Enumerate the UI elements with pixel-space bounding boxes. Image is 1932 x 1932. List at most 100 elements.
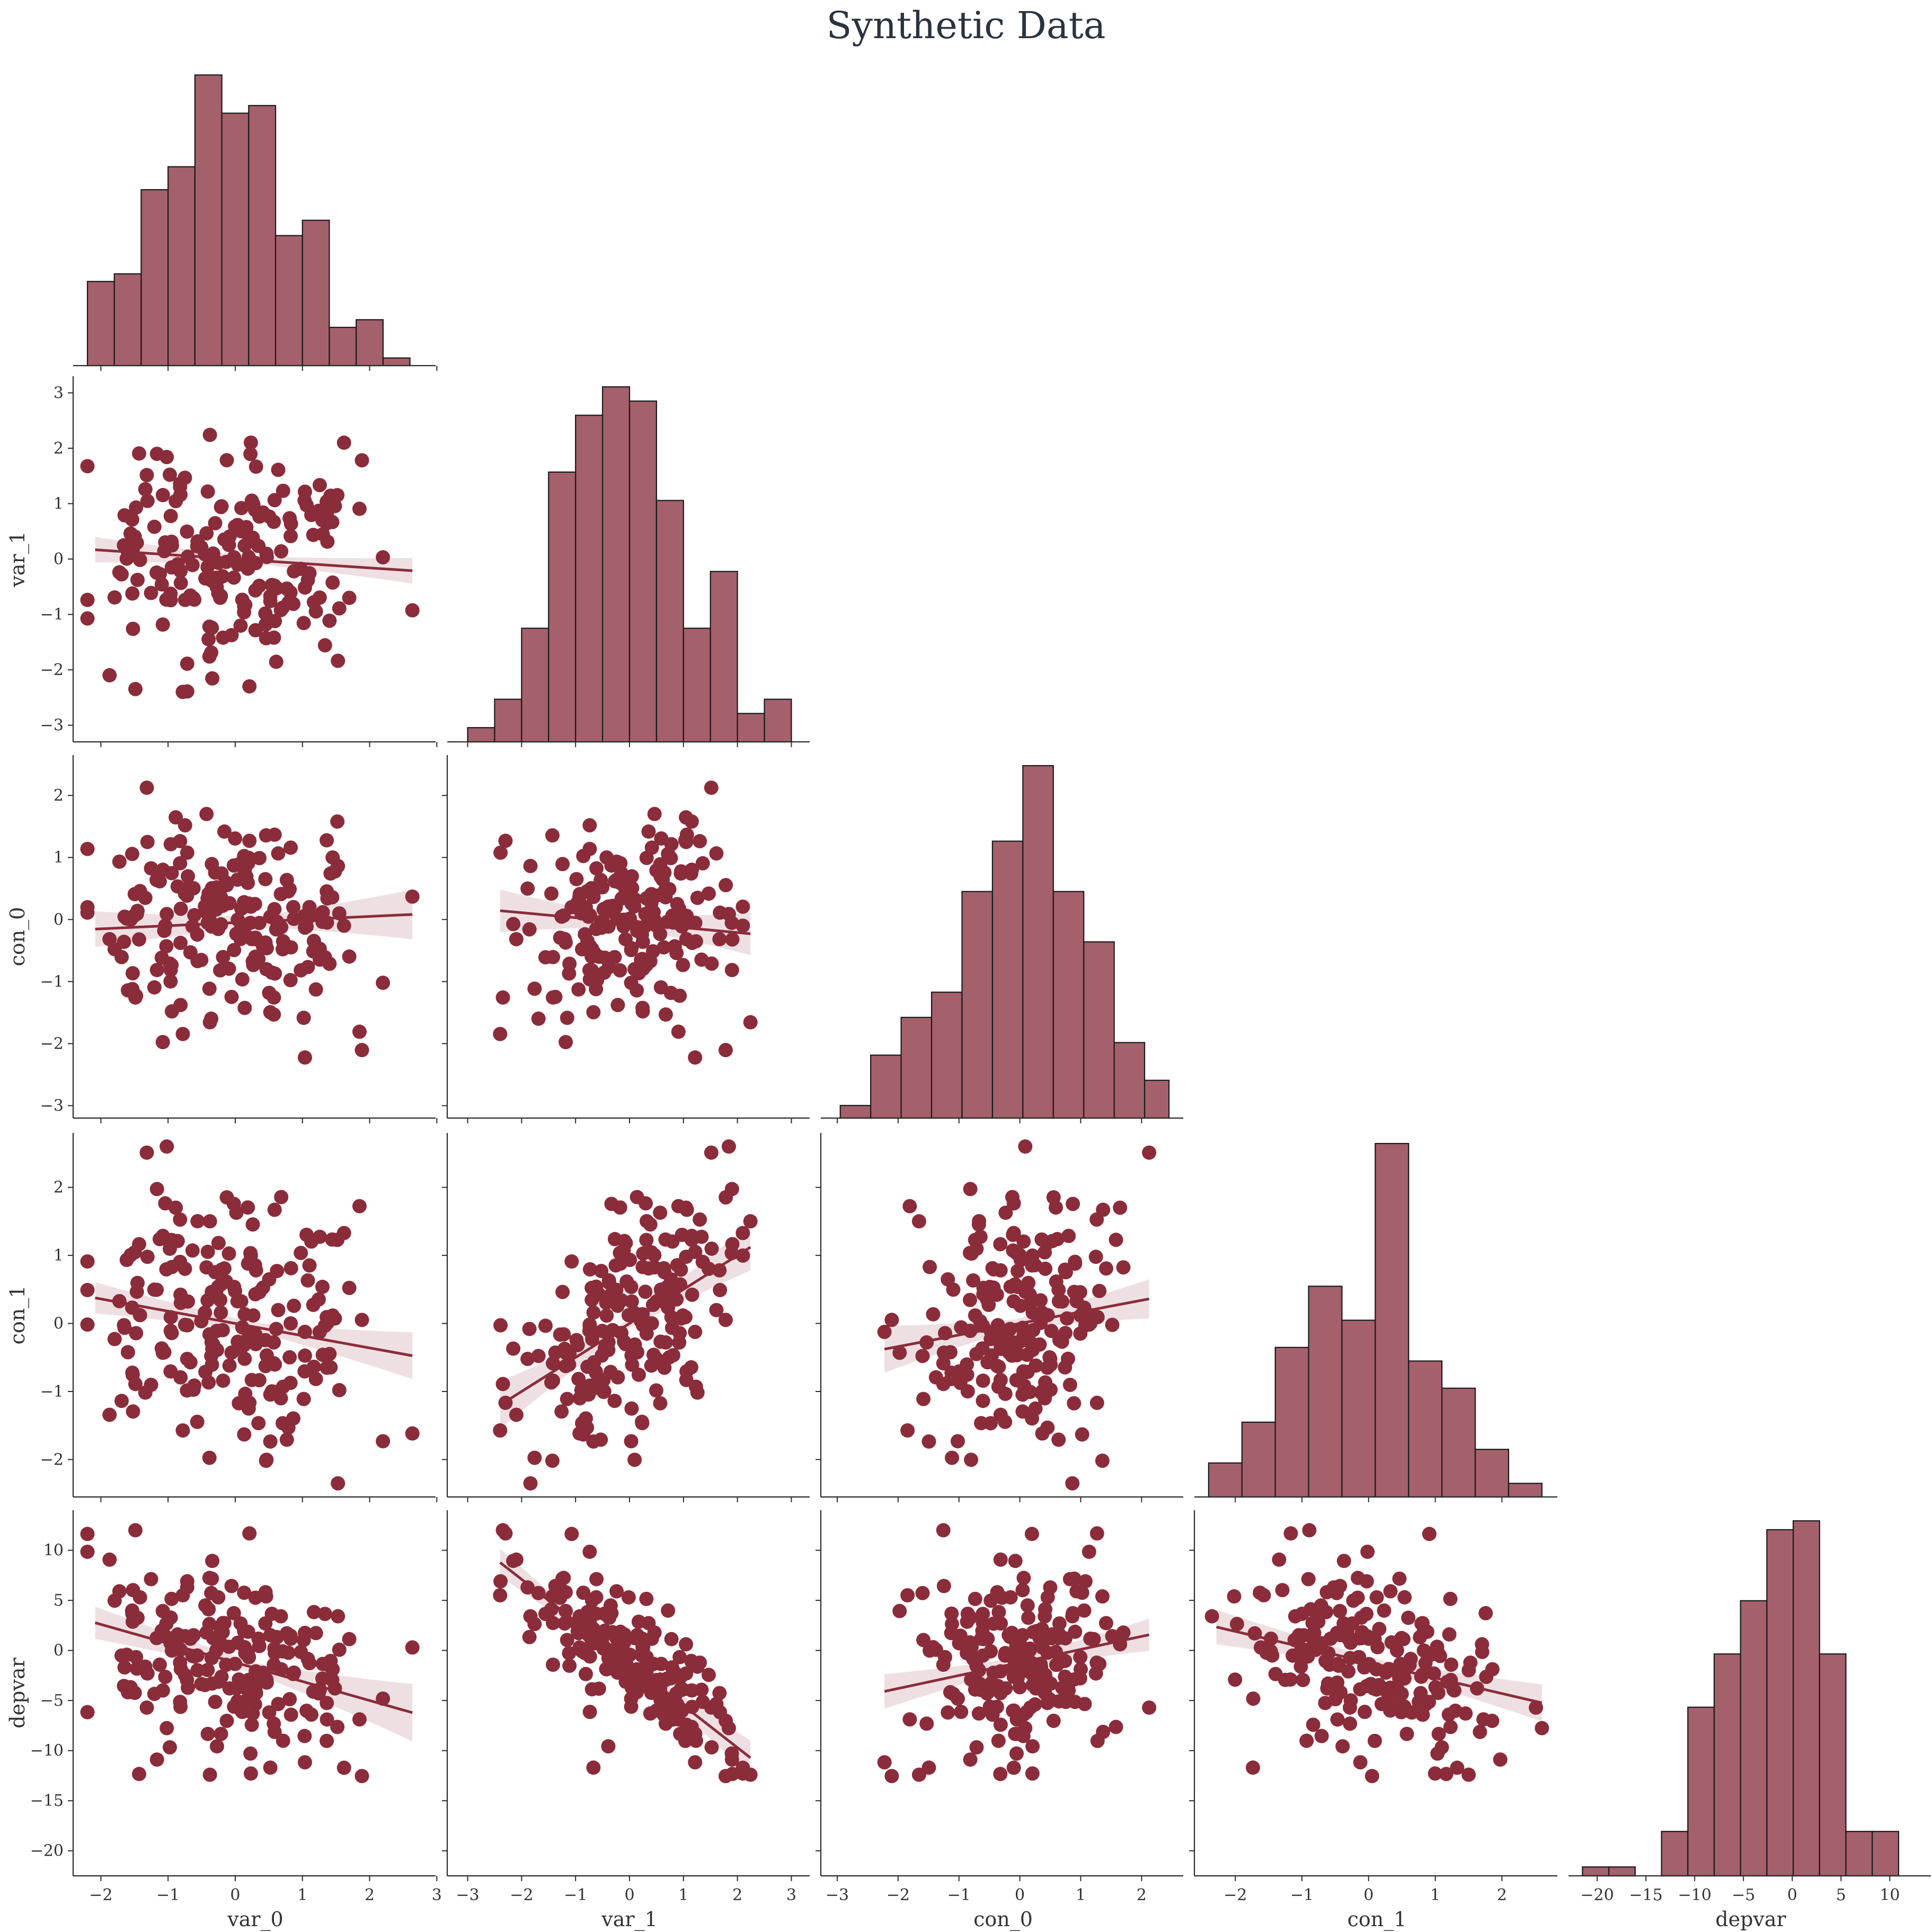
scatter-point xyxy=(1067,1571,1082,1586)
scatter-point xyxy=(607,1394,622,1408)
scatter-point xyxy=(627,899,642,914)
scatter-point xyxy=(162,956,177,971)
scatter-point xyxy=(1075,1427,1089,1442)
x-tick-label: 1 xyxy=(297,1886,307,1904)
histogram-bar xyxy=(1687,1706,1715,1877)
scatter-point xyxy=(1040,1420,1055,1435)
panel-depvar-vs-con_1: −2 −1 0 1 2 xyxy=(1189,1510,1557,1904)
scatter-point xyxy=(564,1527,579,1541)
scatter-point xyxy=(1441,1707,1456,1722)
scatter-point xyxy=(688,1755,703,1770)
scatter-point xyxy=(641,1616,656,1630)
scatter-point xyxy=(198,1598,213,1613)
scatter-point xyxy=(493,1423,508,1438)
scatter-point xyxy=(242,834,257,848)
histogram-bar xyxy=(839,1105,872,1119)
scatter-point xyxy=(311,503,326,518)
scatter-point xyxy=(1006,1760,1021,1775)
scatter-point xyxy=(132,553,147,568)
scatter-point xyxy=(1275,1583,1290,1598)
scatter-point xyxy=(580,1645,595,1660)
scatter-point xyxy=(187,908,202,923)
scatter-point xyxy=(164,1260,179,1274)
scatter-point xyxy=(235,972,250,987)
scatter-point xyxy=(216,1373,231,1388)
scatter-point xyxy=(916,1633,931,1647)
scatter-point xyxy=(631,1367,646,1382)
scatter-point xyxy=(1352,1650,1367,1664)
scatter-point xyxy=(1444,1657,1459,1672)
scatter-point xyxy=(1021,1610,1036,1625)
scatter-point xyxy=(269,922,283,937)
x-axis-label-var_1: var_1 xyxy=(601,1908,657,1931)
scatter-point xyxy=(584,1281,599,1296)
scatter-point xyxy=(155,488,170,502)
scatter-point xyxy=(604,1287,619,1302)
scatter-point xyxy=(983,1332,998,1346)
scatter-point xyxy=(701,1668,716,1682)
scatter-point xyxy=(527,981,542,996)
scatter-point xyxy=(724,1182,739,1197)
scatter-point xyxy=(267,902,282,917)
scatter-point xyxy=(1283,1526,1298,1541)
scatter-point xyxy=(969,1740,984,1754)
x-tick-label: 5 xyxy=(1836,1886,1846,1904)
scatter-point xyxy=(570,895,585,910)
scatter-point xyxy=(1009,1746,1024,1761)
scatter-point xyxy=(355,1769,369,1784)
scatter-point xyxy=(302,1656,317,1671)
scatter-point xyxy=(969,1659,984,1673)
scatter-point xyxy=(724,1246,739,1261)
panel-var_1-vs-var_1 xyxy=(447,386,810,747)
scatter-point xyxy=(163,974,178,989)
scatter-point xyxy=(571,1371,586,1386)
scatter-point xyxy=(644,1245,659,1260)
x-tick-label: −2 xyxy=(510,1886,533,1904)
scatter-point xyxy=(520,1580,535,1595)
scatter-point xyxy=(998,1206,1013,1220)
scatter-point xyxy=(1066,1197,1080,1211)
scatter-point xyxy=(267,1335,281,1350)
scatter-point xyxy=(634,1414,649,1429)
x-tick-label: −1 xyxy=(947,1886,971,1904)
scatter-point xyxy=(1113,1200,1128,1215)
scatter-point xyxy=(1092,1283,1107,1298)
scatter-point xyxy=(173,476,188,491)
scatter-point xyxy=(1283,1672,1298,1687)
scatter-point xyxy=(580,884,595,899)
scatter-point xyxy=(941,1272,955,1287)
scatter-point xyxy=(1296,1628,1311,1643)
scatter-point xyxy=(974,1416,989,1431)
scatter-point xyxy=(271,463,286,477)
scatter-point xyxy=(1306,1717,1321,1732)
scatter-point xyxy=(1204,1609,1219,1624)
scatter-point xyxy=(376,1434,391,1449)
scatter-point xyxy=(1351,1571,1366,1585)
scatter-point xyxy=(282,1350,297,1364)
scatter-point xyxy=(149,963,164,978)
scatter-point xyxy=(199,526,214,541)
y-tick-label: 2 xyxy=(54,1178,64,1197)
scatter-point xyxy=(1416,1643,1431,1658)
scatter-point xyxy=(107,1332,122,1346)
scatter-point xyxy=(322,1659,337,1673)
scatter-point xyxy=(877,1755,892,1770)
scatter-point xyxy=(586,1760,601,1775)
scatter-point xyxy=(263,593,278,608)
scatter-point xyxy=(294,562,308,577)
histogram-bar xyxy=(1582,1866,1610,1877)
scatter-point xyxy=(263,1005,278,1020)
scatter-point xyxy=(639,1591,654,1606)
scatter-point xyxy=(509,932,524,946)
panel-var_1-vs-var_0: −3 −2 −1 0 1 2 3 xyxy=(40,376,438,747)
scatter-point xyxy=(663,986,678,1000)
scatter-point xyxy=(1025,1739,1040,1754)
scatter-point xyxy=(200,1663,215,1678)
scatter-point xyxy=(331,1476,345,1491)
scatter-point xyxy=(944,1606,959,1621)
scatter-point xyxy=(569,872,584,887)
y-tick-label: −3 xyxy=(40,1097,64,1115)
scatter-point xyxy=(1055,1294,1070,1309)
scatter-point xyxy=(283,940,298,955)
